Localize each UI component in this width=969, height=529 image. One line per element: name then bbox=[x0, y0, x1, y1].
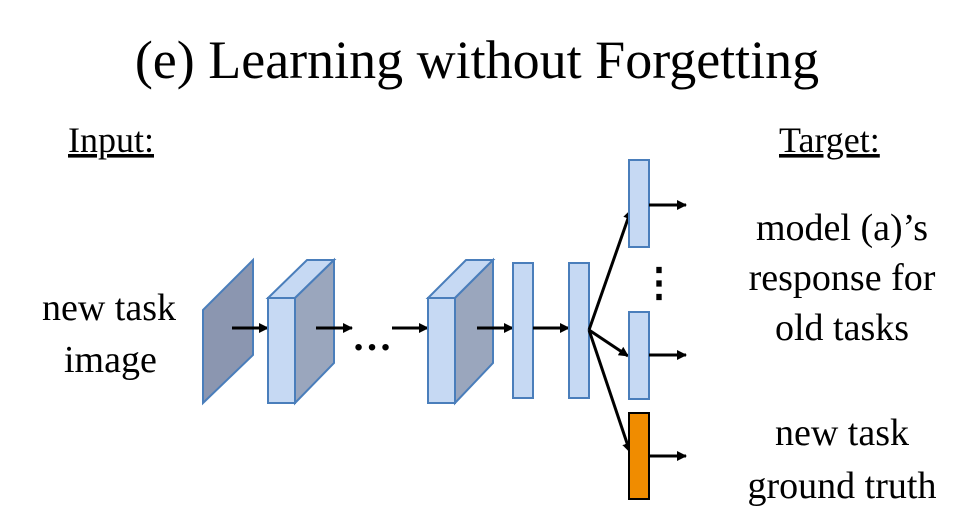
old-tasks-target-line1: model (a)’s bbox=[756, 207, 928, 249]
layers-ellipsis: … bbox=[352, 314, 392, 359]
heads-ellipsis: ⋮ bbox=[639, 260, 679, 305]
input-label-line1: new task bbox=[42, 287, 176, 329]
arrow-fc2-old-head-n bbox=[588, 328, 629, 358]
target-heading: Target: bbox=[779, 120, 880, 160]
conv-layer-n bbox=[425, 257, 496, 406]
input-image-plane bbox=[202, 257, 254, 406]
fc-layer-2 bbox=[568, 262, 590, 399]
diagram-title: (e) Learning without Forgetting bbox=[135, 30, 819, 90]
fc-layer-1 bbox=[512, 262, 534, 399]
old-task-head-n bbox=[628, 311, 650, 400]
new-task-target-line1: new task bbox=[775, 412, 909, 454]
new-task-target-line2: ground truth bbox=[748, 465, 937, 507]
new-task-head bbox=[628, 412, 650, 500]
input-label-line2: image bbox=[64, 339, 157, 381]
arrow-fc2-new-head bbox=[587, 329, 632, 453]
old-tasks-target-line2: response for bbox=[749, 257, 936, 299]
arrow-fc2-old-head-1 bbox=[587, 209, 633, 331]
old-tasks-target-line3: old tasks bbox=[775, 307, 909, 349]
input-heading: Input: bbox=[68, 120, 154, 160]
old-task-head-1 bbox=[628, 159, 650, 248]
conv-layer-1 bbox=[265, 257, 337, 406]
